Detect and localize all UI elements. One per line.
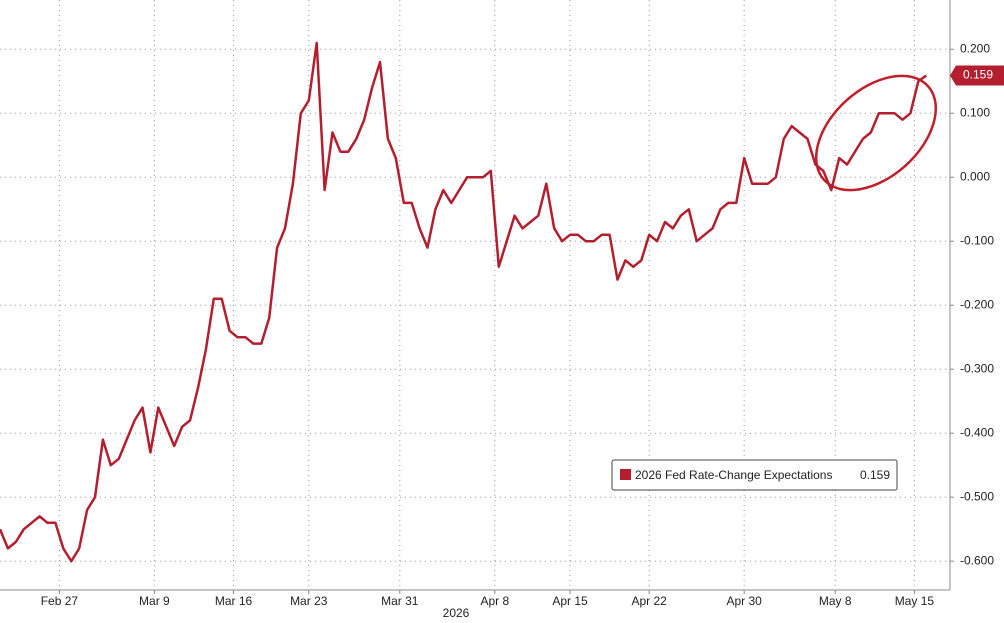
legend: 2026 Fed Rate-Change Expectations 0.159 [611,459,898,491]
y-tick-label: -0.300 [960,361,994,375]
x-tick-label: Feb 27 [41,594,79,608]
x-tick-label: Apr 30 [726,594,762,608]
x-tick-label: Mar 23 [290,594,328,608]
last-value-tag [950,65,1004,86]
grid [0,0,950,590]
x-tick-label: Mar 31 [381,594,419,608]
series-line [0,41,928,563]
y-tick-label: -0.200 [960,297,994,311]
x-tick-label: Mar 16 [215,594,253,608]
highlight-ellipse [814,74,938,192]
y-tick-label: -0.500 [960,489,994,503]
y-tick-label: -0.400 [960,425,994,439]
y-tick-label: -0.600 [960,553,994,567]
legend-label: 2026 Fed Rate-Change Expectations [635,468,832,482]
y-tick-label: -0.100 [960,233,994,247]
x-tick-label: Apr 15 [552,594,588,608]
x-tick-label: Apr 22 [631,594,667,608]
legend-value: 0.159 [860,468,890,482]
y-tick-label: 0.000 [960,169,990,183]
x-axis-label: 2026 [443,606,470,620]
x-tick-label: Mar 9 [139,594,170,608]
x-tick-label: Apr 8 [480,594,509,608]
legend-box [611,459,898,491]
last-value-label: 0.159 [963,68,993,82]
y-tick-label: 0.200 [960,41,990,55]
legend-swatch [620,469,631,480]
x-tick-label: May 15 [895,594,935,608]
y-tick-label: 0.100 [960,105,990,119]
x-tick-label: May 8 [819,594,852,608]
